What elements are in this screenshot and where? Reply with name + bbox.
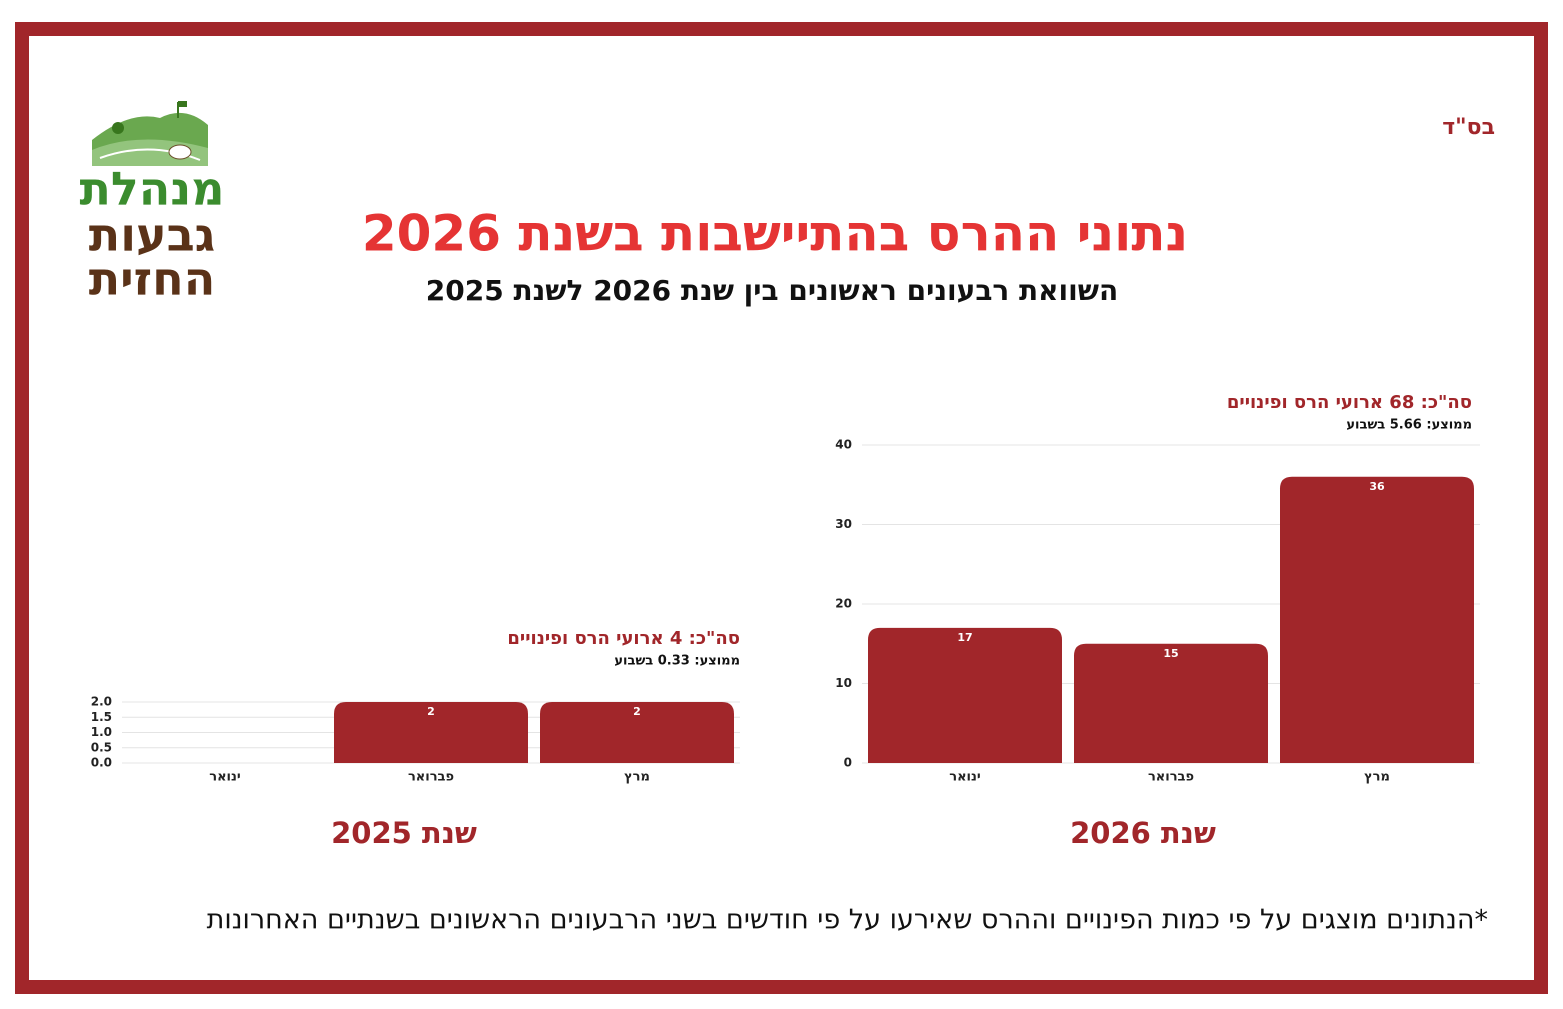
y-tick-label: 40	[835, 438, 852, 452]
value-label: 17	[957, 631, 972, 644]
bar	[1280, 476, 1474, 763]
value-label: 2	[427, 705, 435, 718]
chart-title: שנת 2026	[1070, 816, 1216, 850]
page-subtitle: השוואת רבעונים ראשונים בין שנת 2026 לשנת…	[426, 274, 1118, 307]
page-title: נתוני ההרס בהתיישבות בשנת 2026	[362, 205, 1188, 263]
annotation: ממוצע: 5.66 בשבוע	[1346, 418, 1472, 433]
x-tick-label: פברואר	[408, 770, 454, 785]
x-tick-label: מרץ	[1364, 770, 1390, 785]
y-tick-label: 30	[835, 517, 852, 531]
logo-flag	[178, 101, 187, 107]
x-tick-label: ינואר	[209, 770, 240, 785]
annotation: סה"כ: 4 ארועי הרס ופינויים	[507, 628, 740, 649]
y-tick-label: 1.0	[91, 725, 112, 739]
footnote: *הנתונים מוצגים על פי כמות הפינויים וההר…	[207, 905, 1488, 936]
x-tick-label: מרץ	[624, 770, 650, 785]
annotation: סה"כ: 68 ארועי הרס ופינויים	[1227, 392, 1472, 413]
value-label: 2	[633, 705, 641, 718]
y-tick-label: 0	[844, 756, 852, 770]
y-tick-label: 2.0	[91, 695, 112, 709]
logo-sheep	[168, 144, 192, 160]
bar	[334, 702, 528, 763]
x-tick-label: פברואר	[1148, 770, 1194, 785]
logo-text: החזית	[89, 252, 216, 306]
logo-text: גבעות	[89, 208, 215, 262]
bar	[868, 627, 1062, 763]
y-tick-label: 10	[835, 676, 852, 690]
y-tick-label: 0.5	[91, 740, 112, 754]
value-label: 36	[1369, 480, 1385, 493]
x-tick-label: ינואר	[949, 770, 980, 785]
logo-graphic	[92, 101, 208, 166]
value-label: 15	[1163, 647, 1178, 660]
frame	[15, 22, 1548, 994]
bar	[1074, 643, 1268, 763]
bar	[540, 702, 734, 763]
chart-title: שנת 2025	[331, 816, 477, 850]
logo-tree	[112, 122, 124, 134]
logo-text: מנהלת	[80, 162, 225, 216]
y-tick-label: 20	[835, 597, 852, 611]
blessing: בס"ד	[1442, 115, 1495, 140]
y-tick-label: 1.5	[91, 710, 112, 724]
annotation: ממוצע: 0.33 בשבוע	[614, 654, 740, 669]
y-tick-label: 0.0	[91, 756, 112, 770]
